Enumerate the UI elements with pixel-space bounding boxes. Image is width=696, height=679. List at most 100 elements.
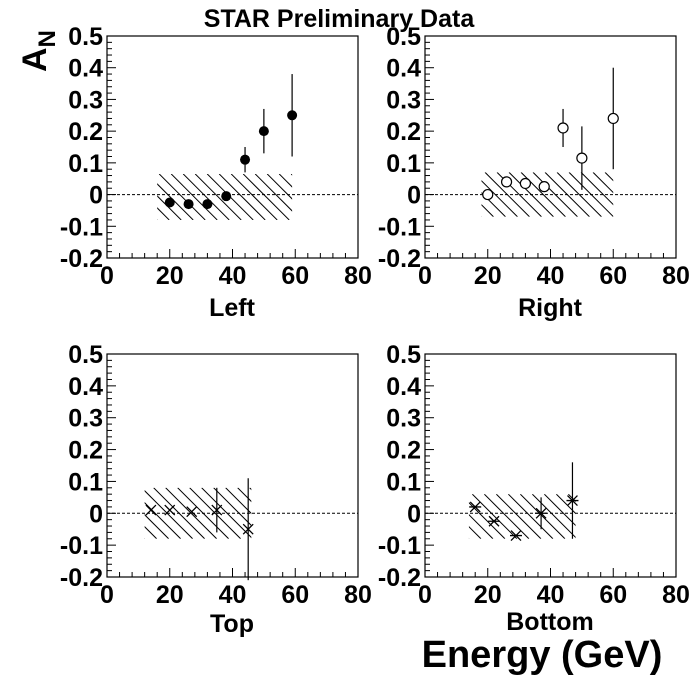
x-tick-label: 40 — [537, 581, 565, 609]
hatch-line — [242, 173, 290, 220]
data-point — [211, 504, 223, 516]
y-tick-label: 0.1 — [386, 468, 421, 496]
panel-left: 0 20 40 60 80 -0.2 -0.1 0 0.1 0.2 0.3 0.4 0.5 Left — [60, 23, 372, 322]
data-point — [500, 176, 513, 188]
x-axis-label: Energy (GeV) — [422, 634, 663, 676]
data-point — [183, 199, 194, 210]
data-point — [488, 515, 501, 527]
panel-label: Right — [518, 294, 583, 322]
x-tick-label: 60 — [281, 262, 309, 290]
hatch-line — [531, 494, 576, 539]
hatch-line — [290, 173, 293, 176]
data-point — [566, 495, 579, 507]
data-point — [482, 188, 494, 201]
y-tick-label: 0.3 — [68, 86, 103, 114]
y-tick-label: 0.1 — [68, 150, 103, 178]
panel-right: 0 20 40 60 80 -0.2 -0.1 0 0.1 0.2 0.3 0.4 0.5 Right — [378, 23, 690, 322]
y-tick-label: 0.2 — [386, 437, 421, 465]
hatch-line — [230, 173, 278, 220]
y-tick-label: 0.3 — [386, 405, 421, 433]
x-tick-label: 40 — [219, 262, 247, 290]
x-tick-label: 20 — [156, 581, 184, 609]
plot-frame — [424, 353, 677, 578]
hatch-line — [157, 207, 170, 220]
x-tick-label: 0 — [418, 262, 432, 290]
data-point — [538, 181, 550, 193]
hatch-line — [157, 219, 158, 220]
data-point — [287, 110, 298, 121]
panel-label: Left — [209, 294, 256, 322]
y-tick-label: 0 — [407, 500, 421, 528]
y-tick-label: 0.4 — [386, 55, 421, 83]
x-tick-label: 0 — [100, 262, 114, 290]
hatch-line — [481, 216, 482, 217]
hatch-line — [182, 173, 230, 220]
y-tick-label: 0.2 — [68, 118, 103, 146]
y-axis-label: AN — [16, 30, 61, 72]
x-tick-label: 60 — [281, 581, 309, 609]
x-tick-label: 60 — [599, 262, 627, 290]
data-point — [519, 177, 532, 190]
hatch-line — [225, 487, 252, 515]
y-tick-label: 0.2 — [68, 437, 103, 465]
x-tick-label: 0 — [418, 581, 432, 609]
data-point — [145, 504, 157, 516]
x-tick-label: 80 — [662, 262, 690, 290]
hatch-line — [170, 173, 218, 220]
data-point — [202, 199, 213, 210]
y-axis-label-subscript: N — [34, 30, 61, 47]
y-tick-label: 0 — [89, 500, 103, 528]
y-tick-label: 0.5 — [68, 23, 103, 51]
y-tick-label: -0.1 — [60, 213, 103, 241]
y-tick-label: 0.1 — [68, 468, 103, 496]
systematic-band — [468, 494, 576, 539]
data-point — [535, 507, 548, 519]
hatch-line — [158, 173, 206, 220]
hatch-line — [189, 487, 242, 539]
y-tick-label: 0.3 — [386, 86, 421, 114]
y-tick-label: 0.4 — [68, 373, 103, 401]
hatch-line — [471, 494, 518, 539]
hatch-line — [519, 494, 566, 539]
data-point — [509, 530, 522, 542]
y-tick-label: 0.4 — [386, 373, 421, 401]
y-tick-label: 0.5 — [68, 341, 103, 369]
hatch-line — [194, 173, 242, 220]
data-point — [258, 126, 269, 137]
panel-label: Top — [210, 610, 254, 638]
y-tick-label: 0 — [89, 182, 103, 210]
x-tick-label: 20 — [156, 262, 184, 290]
hatch-line — [144, 526, 158, 539]
y-tick-label: -0.1 — [378, 213, 421, 241]
hatch-line — [468, 502, 506, 539]
hatch-line — [468, 538, 470, 539]
x-tick-label: 0 — [100, 581, 114, 609]
hatch-line — [144, 514, 170, 539]
hatch-line — [483, 494, 530, 539]
y-axis-label-main: A — [16, 47, 54, 72]
y-tick-label: -0.2 — [378, 564, 421, 592]
data-point — [164, 197, 175, 208]
figure-title: STAR Preliminary Data — [204, 5, 476, 33]
y-tick-label: 0.5 — [386, 341, 421, 369]
plot-frame — [424, 35, 677, 259]
x-tick-label: 80 — [344, 262, 372, 290]
x-tick-label: 60 — [599, 581, 627, 609]
hatch-line — [555, 494, 576, 515]
x-tick-label: 80 — [662, 581, 690, 609]
y-tick-label: -0.1 — [60, 532, 103, 560]
panel-bottom: 0 20 40 60 80 -0.2 -0.1 0 0.1 0.2 0.3 0.4 0.5 Bottom — [378, 341, 690, 636]
y-tick-label: 0.5 — [386, 23, 421, 51]
hatch-line — [507, 494, 554, 539]
y-tick-label: 0.1 — [386, 150, 421, 178]
x-tick-label: 40 — [219, 581, 247, 609]
hatch-line — [278, 173, 293, 188]
y-tick-label: 0 — [407, 182, 421, 210]
data-point — [221, 191, 232, 202]
data-point — [576, 152, 588, 164]
panels: 0 20 40 60 80 -0.2 -0.1 0 0.1 0.2 0.3 0.4 0.5 Left 0 20… — [60, 23, 690, 638]
y-tick-label: 0.4 — [68, 55, 103, 83]
panel-label: Bottom — [506, 608, 593, 636]
y-tick-label: 0.2 — [386, 118, 421, 146]
